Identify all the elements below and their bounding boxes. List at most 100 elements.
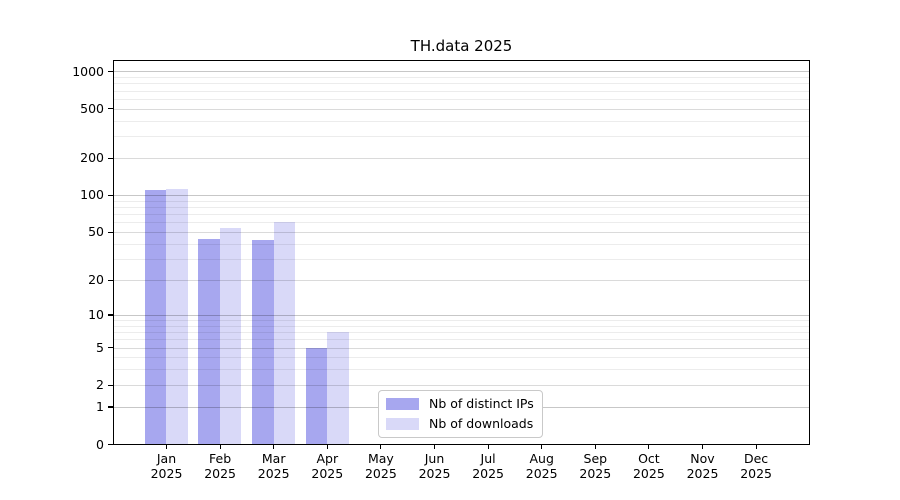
gridline-minor-80: [114, 207, 809, 209]
y-tick-label-20: 20: [88, 272, 104, 288]
x-tick-label-feb: Feb 2025: [188, 451, 252, 481]
x-tick-label-jul: Jul 2025: [456, 451, 520, 481]
y-tick-label-200: 200: [80, 150, 104, 166]
y-tick-label-100: 100: [80, 187, 104, 203]
x-tick-month-sep: Sep: [583, 451, 608, 466]
x-tick-year-apr: 2025: [311, 466, 344, 481]
x-tick-apr: [326, 444, 328, 449]
x-tick-month-apr: Apr: [316, 451, 339, 466]
gridline-minor-600: [114, 98, 809, 100]
x-tick-label-sep: Sep 2025: [563, 451, 627, 481]
gridline-major-100: [114, 195, 809, 197]
x-tick-month-jul: Jul: [480, 451, 496, 466]
y-tick-2: [108, 384, 114, 386]
gridline-minor-300: [114, 136, 809, 138]
x-tick-month-may: May: [367, 451, 394, 466]
gridline-minor-200: [114, 158, 809, 159]
y-tick-label-1000: 1000: [72, 63, 104, 79]
gridline-minor-900: [114, 77, 809, 79]
y-tick-5: [108, 347, 114, 349]
x-tick-month-aug: Aug: [529, 451, 554, 466]
y-tick-label-500: 500: [80, 100, 104, 116]
legend-item-distinct-ips: Nb of distinct IPs: [386, 397, 542, 411]
x-tick-year-mar: 2025: [257, 466, 290, 481]
y-tick-label-50: 50: [88, 224, 104, 240]
x-tick-label-apr: Apr 2025: [295, 451, 359, 481]
bar-apr-distinct-ips: [305, 347, 328, 444]
x-tick-year-may: 2025: [364, 466, 397, 481]
x-tick-month-nov: Nov: [690, 451, 715, 466]
x-tick-oct: [648, 444, 650, 449]
bar-jan-distinct-ips: [144, 189, 167, 444]
x-tick-jun: [433, 444, 436, 449]
bar-mar-distinct-ips: [252, 240, 274, 444]
x-tick-year-dec: 2025: [740, 466, 772, 481]
x-tick-year-aug: 2025: [525, 466, 558, 481]
y-tick-1000: [108, 70, 114, 73]
x-tick-nov: [701, 444, 704, 449]
x-tick-month-feb: Feb: [209, 451, 232, 466]
x-tick-jan: [165, 444, 168, 449]
y-tick-1: [108, 406, 114, 408]
x-tick-year-jul: 2025: [472, 466, 504, 481]
y-tick-50: [108, 231, 114, 233]
x-tick-month-jun: Jun: [424, 451, 445, 466]
x-tick-label-mar: Mar 2025: [242, 451, 306, 481]
x-tick-year-jun: 2025: [418, 466, 451, 481]
legend-item-downloads: Nb of downloads: [386, 417, 542, 431]
gridline-minor-500: [114, 108, 809, 110]
x-tick-label-dec: Dec 2025: [724, 451, 788, 481]
bar-feb-distinct-ips: [198, 238, 220, 444]
gridline-minor-500: [114, 108, 809, 110]
x-tick-feb: [219, 444, 221, 449]
x-tick-year-sep: 2025: [579, 466, 612, 481]
y-tick-label-10: 10: [88, 307, 104, 323]
x-tick-label-jun: Jun 2025: [403, 451, 467, 481]
plot-area: Nb of distinct IPs Nb of downloads: [113, 60, 810, 445]
y-tick-label-2: 2: [96, 377, 104, 393]
gridline-minor-60: [114, 222, 809, 224]
x-tick-label-oct: Oct 2025: [617, 451, 681, 481]
y-tick-10: [108, 314, 114, 316]
legend-label-downloads: Nb of downloads: [429, 416, 534, 431]
gridline-minor-700: [114, 90, 809, 92]
x-tick-month-dec: Dec: [743, 451, 769, 466]
gridline-minor-50: [114, 232, 809, 234]
y-tick-label-5: 5: [96, 339, 104, 355]
gridline-minor-50: [114, 232, 809, 234]
gridline-minor-800: [114, 83, 809, 85]
gridline-major-1000: [114, 71, 809, 73]
chart-title: TH.data 2025: [410, 37, 513, 55]
x-tick-may: [380, 444, 382, 449]
y-tick-200: [108, 157, 114, 159]
y-tick-label-1: 1: [96, 399, 104, 415]
y-tick-20: [108, 279, 114, 281]
legend: Nb of distinct IPs Nb of downloads: [378, 390, 543, 438]
x-tick-month-jan: Jan: [156, 451, 177, 466]
x-tick-mar: [273, 444, 275, 449]
x-tick-jul: [487, 444, 489, 449]
x-tick-month-oct: Oct: [638, 451, 660, 466]
x-tick-sep: [594, 444, 596, 449]
legend-label-distinct-ips: Nb of distinct IPs: [429, 396, 534, 411]
y-tick-500: [108, 108, 114, 110]
x-tick-label-nov: Nov 2025: [671, 451, 735, 481]
gridline-minor-90: [114, 200, 809, 202]
x-tick-year-nov: 2025: [686, 466, 719, 481]
gridline-minor-200: [114, 158, 809, 159]
x-tick-label-aug: Aug 2025: [510, 451, 574, 481]
y-tick-0: [108, 443, 114, 446]
bar-mar-downloads: [273, 222, 295, 444]
gridline-minor-70: [114, 214, 809, 216]
bar-apr-downloads: [327, 332, 349, 444]
x-tick-label-jan: Jan 2025: [135, 451, 199, 481]
x-tick-month-mar: Mar: [261, 451, 286, 466]
x-tick-year-oct: 2025: [632, 466, 665, 481]
y-tick-100: [108, 194, 114, 196]
x-tick-year-feb: 2025: [204, 466, 236, 481]
x-tick-label-may: May 2025: [349, 451, 413, 481]
y-tick-label-0: 0: [96, 436, 104, 452]
x-tick-year-jan: 2025: [150, 466, 183, 481]
x-tick-aug: [541, 444, 543, 449]
